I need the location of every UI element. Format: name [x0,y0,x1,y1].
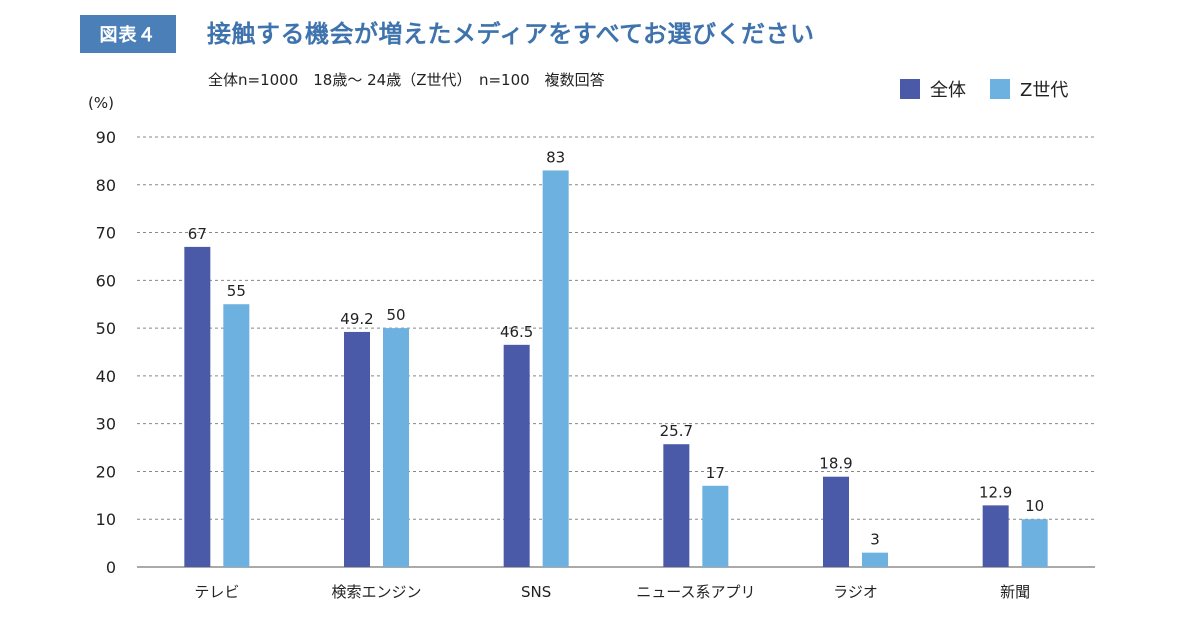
x-tick-label: 新聞 [1000,583,1030,601]
data-label: 18.9 [819,455,852,473]
y-tick-label: 0 [106,558,116,577]
y-tick-label: 70 [96,224,116,243]
data-label: 10 [1025,497,1044,515]
bar-all [663,444,690,567]
legend-label-all: 全体 [930,80,966,101]
bar-genz [1021,519,1048,567]
x-tick-label: ニュース系アプリ [636,583,755,601]
y-axis-unit: (%) [88,94,114,112]
bar-all [184,246,211,567]
data-label: 25.7 [660,422,693,440]
data-label: 12.9 [979,483,1012,501]
data-label: 49.2 [340,310,373,328]
y-tick-label: 50 [96,319,116,338]
bar-all [823,476,849,567]
y-tick-label: 40 [96,367,116,386]
y-tick-label: 20 [96,462,116,481]
y-tick-label: 30 [96,415,116,434]
legend-swatch-all [900,79,920,99]
bar-genz [702,485,729,567]
x-tick-label: 検索エンジン [331,583,421,601]
data-label: 83 [546,148,565,166]
figure-badge: 図表４ [80,15,176,53]
y-tick-label: 90 [96,128,116,147]
bar-genz [542,170,569,567]
chart-subtitle: 全体n=1000 18歳〜 24歳（Z世代） n=100 複数回答 [208,71,605,89]
legend: 全体 Z世代 [900,76,1082,102]
bar-genz [862,552,888,567]
y-tick-label: 80 [96,176,116,195]
legend-item-all: 全体 [900,76,966,102]
bar-all [982,505,1009,567]
y-tick-label: 10 [96,510,116,529]
data-label: 17 [706,464,725,482]
data-label: 55 [227,282,246,300]
bar-genz [383,328,409,567]
legend-label-genz: Z世代 [1020,80,1069,101]
data-label: 3 [870,531,880,549]
y-tick-label: 60 [96,271,116,290]
x-tick-label: テレビ [194,583,239,601]
data-label: 46.5 [500,323,533,341]
chart-title: 接触する機会が増えたメディアをすべてお選びください [207,20,815,48]
legend-item-genz: Z世代 [990,76,1068,102]
legend-swatch-genz [990,79,1010,99]
bar-all [344,331,370,567]
x-tick-label: ラジオ [833,583,878,601]
data-label: 50 [386,306,405,324]
data-label: 67 [188,225,207,243]
x-tick-label: SNS [521,583,551,601]
bar-genz [223,304,250,567]
bar-all [503,344,530,567]
